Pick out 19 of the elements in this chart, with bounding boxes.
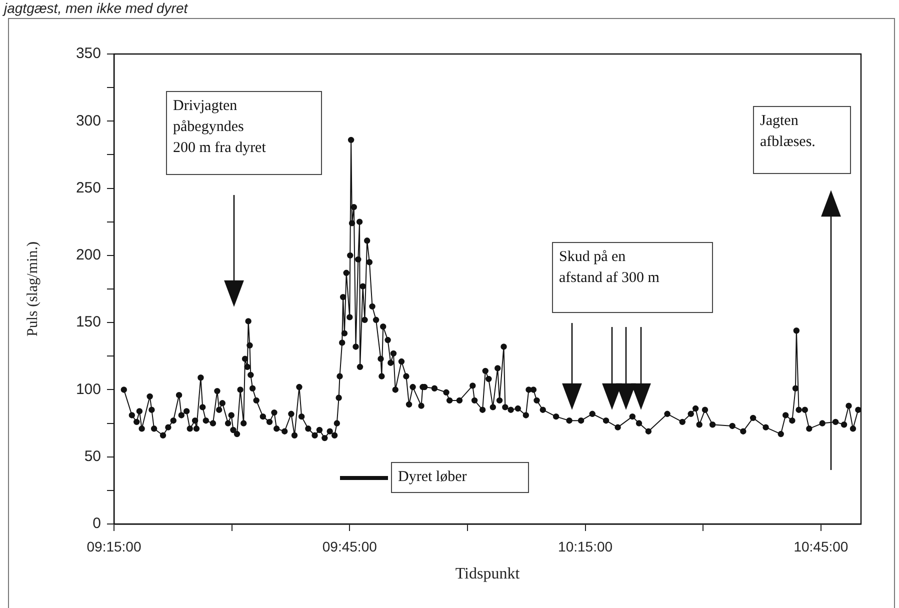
x-axis-title: Tidspunkt <box>455 566 520 583</box>
text: jagtgæst, men ikke med dyret <box>4 0 188 16</box>
y-axis-title: Puls (slag/min.) <box>24 241 41 337</box>
y-tick-label: 100 <box>76 380 101 398</box>
annotation: Dyret løber <box>391 462 529 493</box>
y-tick-label: 0 <box>92 515 101 532</box>
y-tick-label: 200 <box>76 246 101 264</box>
x-tick-label: 10:15:00 <box>558 538 613 554</box>
annotation: Drivjagten påbegyndes 200 m fra dyret <box>166 91 322 175</box>
annotation: Jagten afblæses. <box>753 106 851 174</box>
y-tick-label: 50 <box>84 448 101 465</box>
y-tick-label: 250 <box>76 179 101 196</box>
y-tick-label: 350 <box>76 45 101 62</box>
y-tick-label: 300 <box>76 112 101 130</box>
x-tick-label: 09:45:00 <box>322 538 378 554</box>
y-tick-label: 150 <box>76 314 101 331</box>
annotation: Skud på en afstand af 300 m <box>552 242 713 313</box>
x-tick-label: 09:15:00 <box>86 538 142 554</box>
x-tick-label: 10:45:00 <box>794 538 848 554</box>
